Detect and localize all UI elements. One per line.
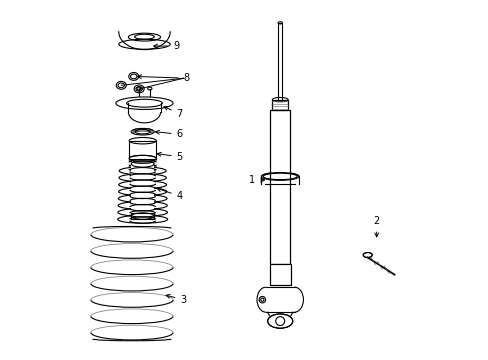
Bar bbox=[131, 164, 154, 219]
Text: 7: 7 bbox=[163, 107, 183, 119]
Bar bbox=[269, 264, 290, 285]
Text: 5: 5 bbox=[157, 152, 183, 162]
Text: 6: 6 bbox=[155, 129, 183, 139]
Bar bbox=[261, 176, 298, 184]
Bar bbox=[129, 141, 156, 158]
Text: 4: 4 bbox=[157, 188, 183, 201]
Ellipse shape bbox=[278, 22, 282, 24]
Bar bbox=[278, 23, 282, 102]
Bar bbox=[131, 213, 154, 219]
Bar bbox=[272, 100, 287, 111]
Ellipse shape bbox=[363, 252, 371, 257]
Bar bbox=[270, 111, 289, 264]
Text: 8: 8 bbox=[137, 73, 189, 83]
Bar bbox=[269, 264, 290, 285]
Bar bbox=[272, 100, 287, 111]
Text: 9: 9 bbox=[153, 41, 179, 51]
Ellipse shape bbox=[267, 314, 292, 328]
Text: 2: 2 bbox=[373, 216, 379, 237]
Bar bbox=[270, 111, 289, 264]
Text: 1: 1 bbox=[248, 175, 264, 185]
Text: 3: 3 bbox=[166, 294, 186, 305]
